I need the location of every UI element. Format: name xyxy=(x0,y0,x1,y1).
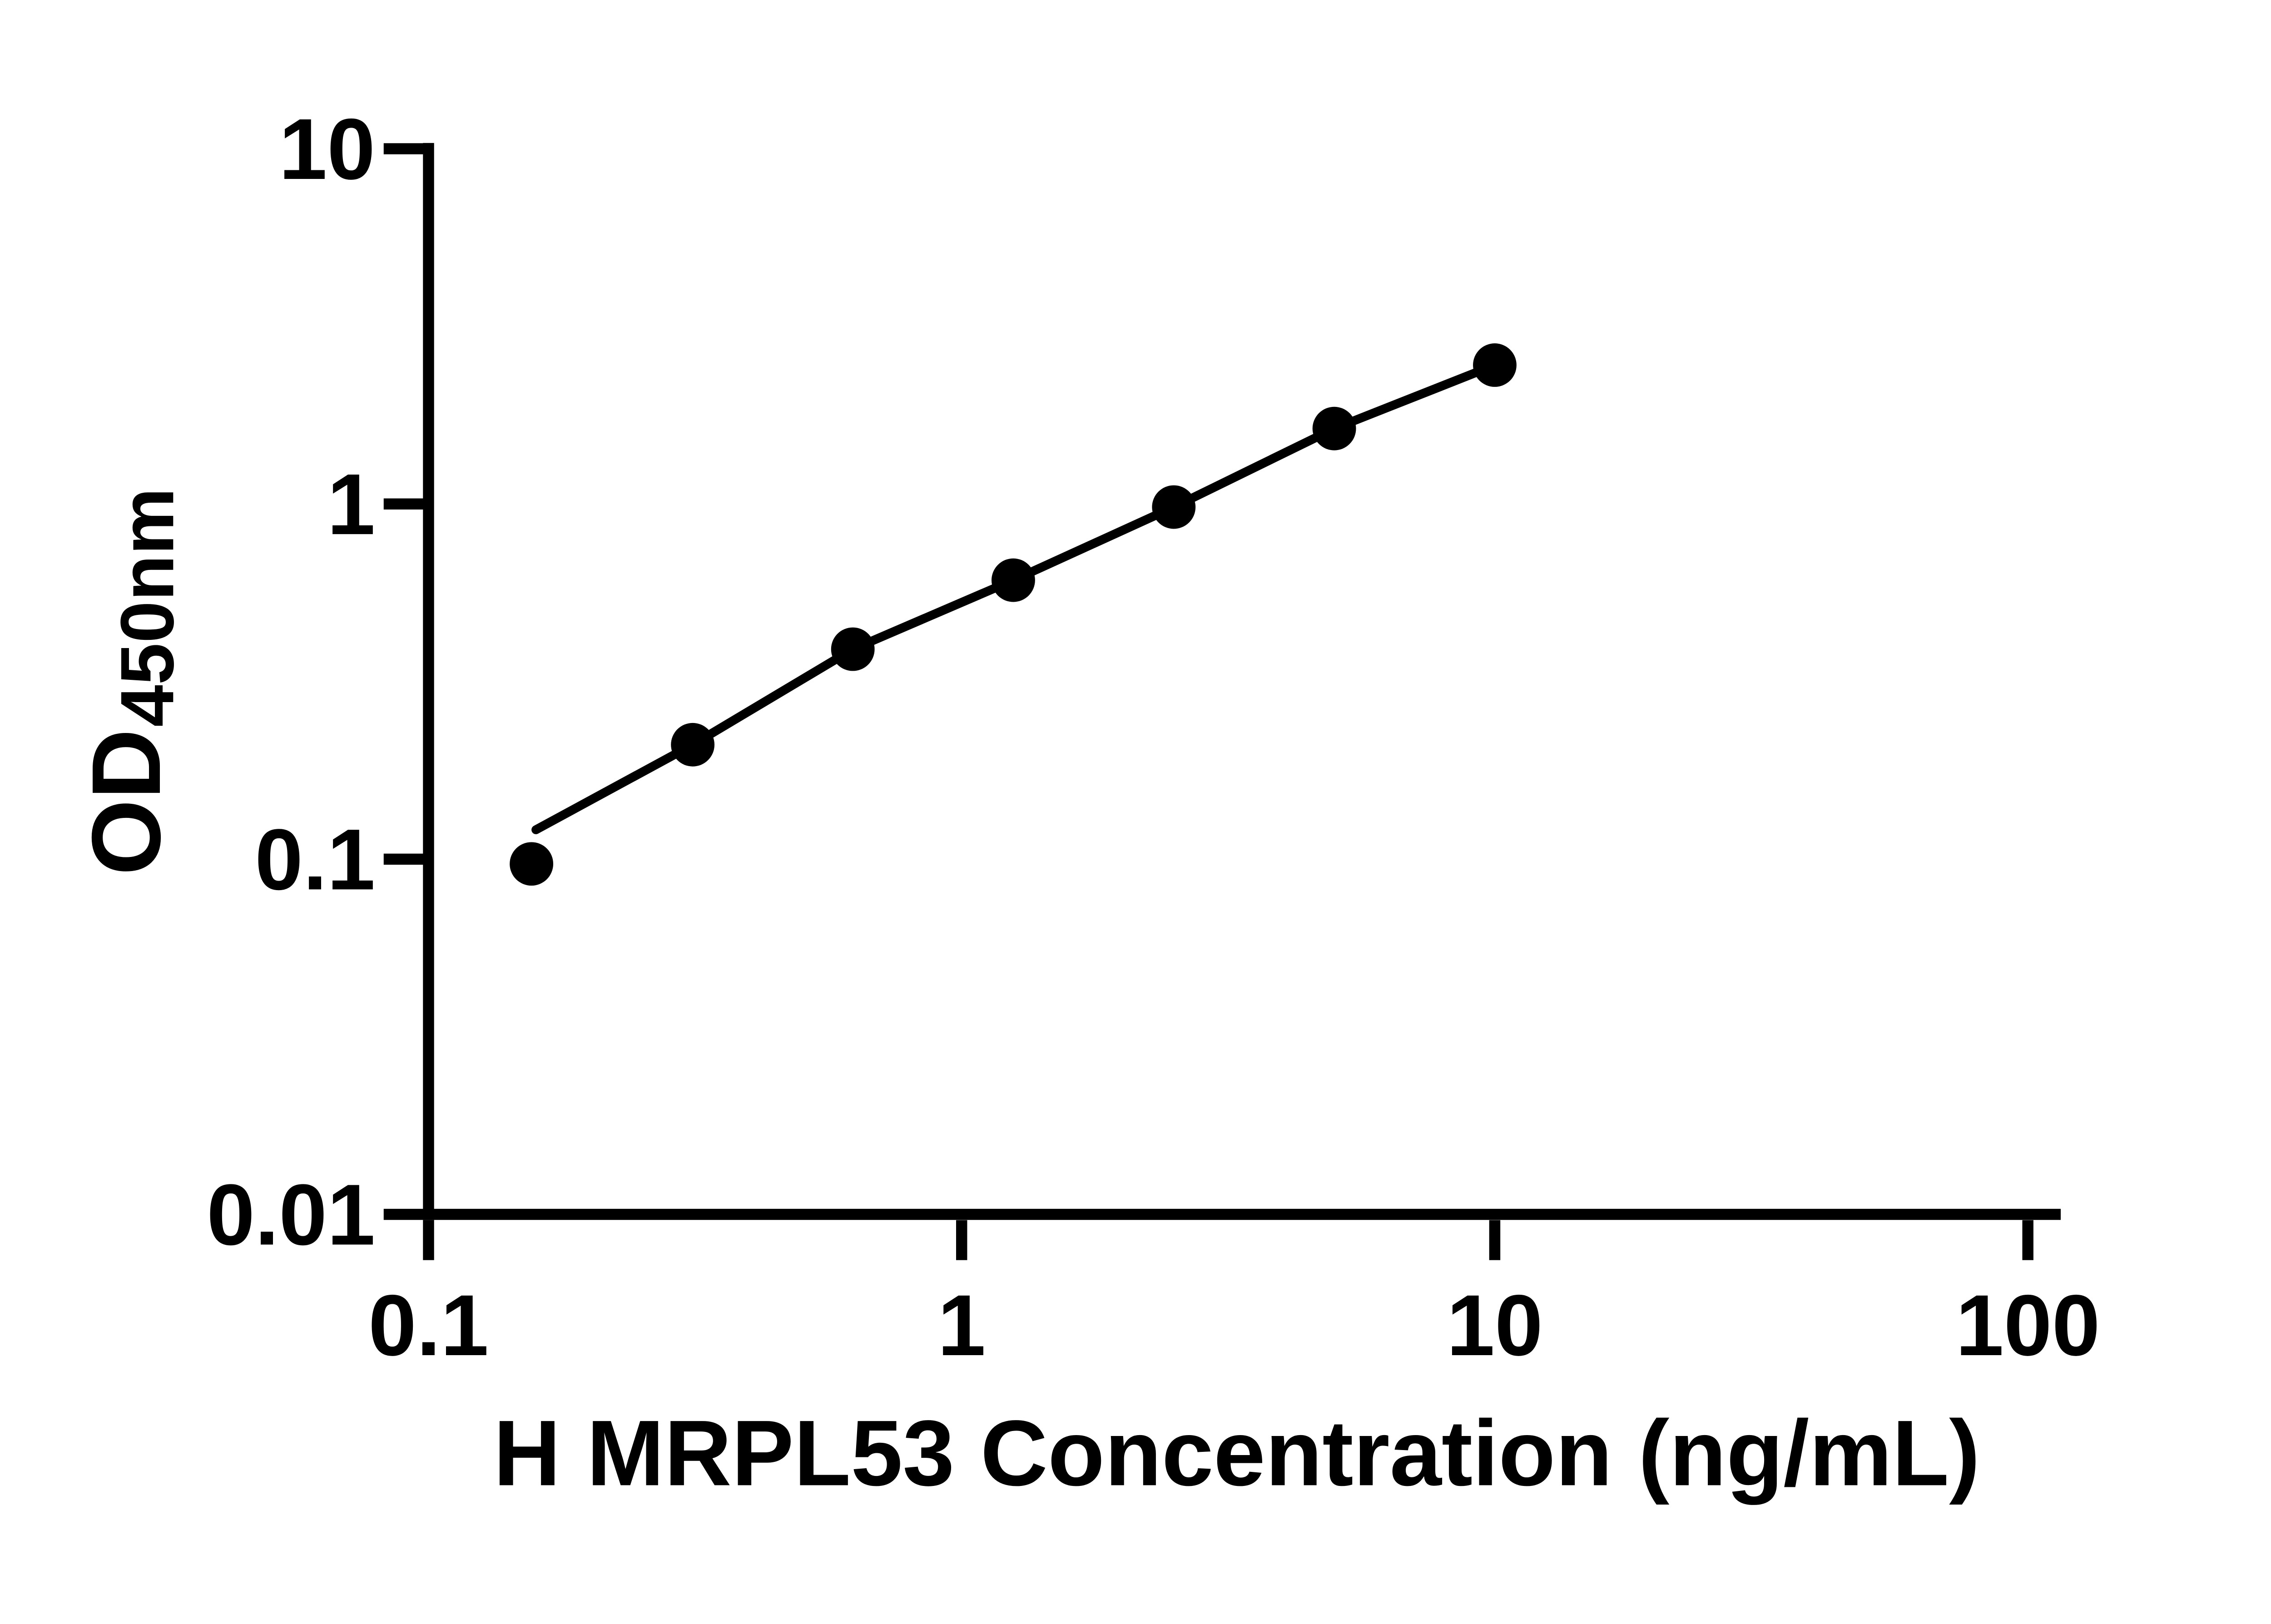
y-tick-mark xyxy=(383,498,423,510)
y-tick-label: 0.1 xyxy=(255,811,375,908)
x-tick-label: 10 xyxy=(1447,1277,1543,1374)
data-point-marker xyxy=(992,558,1035,602)
x-tick-label: 100 xyxy=(1956,1277,2100,1374)
y-tick-label: 0.01 xyxy=(207,1167,375,1263)
axis-ticks-layer: 0.1 1 10 100 10 1 0.1 0.01 xyxy=(207,101,2100,1374)
x-tick-mark xyxy=(2022,1220,2033,1260)
y-tick-label: 1 xyxy=(327,456,375,553)
data-point-marker xyxy=(831,627,875,671)
x-tick-mark xyxy=(956,1220,967,1260)
y-tick-mark xyxy=(383,143,423,154)
data-point-marker xyxy=(1312,406,1356,451)
plot-background xyxy=(0,0,2271,1588)
x-tick-mark xyxy=(1489,1220,1501,1260)
standard-curve-plot: 0.1 1 10 100 10 1 0.1 0.01 H MRPL53 Concentrati… xyxy=(0,0,2271,1588)
x-axis-line xyxy=(423,1208,2061,1220)
y-tick-mark xyxy=(383,853,423,865)
data-point-marker xyxy=(1152,485,1196,529)
x-tick-mark xyxy=(423,1220,434,1260)
y-axis-title: OD 450nm xyxy=(71,488,189,876)
x-tick-label: 1 xyxy=(937,1277,986,1374)
data-point-marker xyxy=(1473,343,1517,387)
data-point-marker xyxy=(671,723,715,767)
y-axis-line xyxy=(423,143,434,1220)
data-point-marker xyxy=(510,842,554,886)
y-tick-mark xyxy=(383,1208,423,1220)
y-axis-title-subscript: 450nm xyxy=(105,488,189,727)
elisa-standard-curve-figure: 0.1 1 10 100 10 1 0.1 0.01 H MRPL53 Concentrati… xyxy=(0,0,2271,1588)
x-axis-title: H MRPL53 Concentration (ng/mL) xyxy=(493,1401,1980,1505)
y-tick-label: 10 xyxy=(279,101,375,198)
data-layer xyxy=(510,343,1517,886)
y-axis-title-main: OD xyxy=(71,729,181,876)
x-tick-label: 0.1 xyxy=(368,1277,489,1374)
